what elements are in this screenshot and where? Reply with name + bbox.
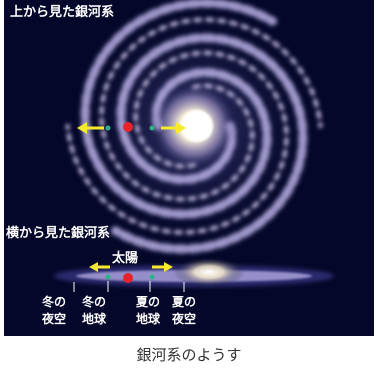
sun-marker-top xyxy=(123,122,133,132)
sun-label: 太陽 xyxy=(112,251,139,266)
spiral-arm xyxy=(65,50,289,235)
arrow-right-top xyxy=(161,122,186,134)
arrow-right-side xyxy=(152,262,173,272)
position-label-winter-sky: 冬の 夜空 xyxy=(36,294,72,328)
galaxy-side-view xyxy=(54,257,334,292)
position-label-line: 冬の xyxy=(81,295,106,309)
position-label-line: 夜空 xyxy=(41,312,66,326)
position-label-line: 地球 xyxy=(81,312,106,326)
position-label-line: 夜空 xyxy=(171,312,196,326)
top-view-label: 上から見た銀河系 xyxy=(10,5,115,20)
earth-marker-summer-top xyxy=(149,125,155,131)
position-label-line: 地球 xyxy=(135,312,160,326)
position-label-line: 夏の xyxy=(171,295,196,309)
arrow-left-top xyxy=(77,122,104,134)
spiral-arm xyxy=(80,0,277,219)
spiral-arm xyxy=(99,17,323,202)
side-view-label: 横から見た銀河系 xyxy=(6,226,111,241)
earth-marker-winter-top xyxy=(105,125,111,131)
position-label-winter-earth: 冬の 地球 xyxy=(76,294,112,328)
earth-marker-winter-side xyxy=(105,274,111,280)
sun-marker-side xyxy=(123,273,133,283)
position-label-line: 夏の xyxy=(135,295,160,309)
position-label-summer-sky: 夏の 夜空 xyxy=(166,294,202,328)
earth-marker-summer-side xyxy=(149,274,155,280)
galaxy-top-view xyxy=(64,0,324,256)
figure-caption: 銀河系のようす xyxy=(136,346,242,364)
galactic-bulge xyxy=(173,257,245,287)
position-label-line: 冬の xyxy=(41,295,66,309)
position-label-summer-earth: 夏の 地球 xyxy=(130,294,166,328)
arrow-left-side xyxy=(89,262,110,272)
galaxy-figure-panel: 上から見た銀河系 横から見た銀河系 太陽 冬の 夜空 冬の 地球 夏の 地球 夏… xyxy=(4,0,374,336)
spiral-arm xyxy=(111,33,308,254)
galaxy-illustration xyxy=(54,0,334,292)
